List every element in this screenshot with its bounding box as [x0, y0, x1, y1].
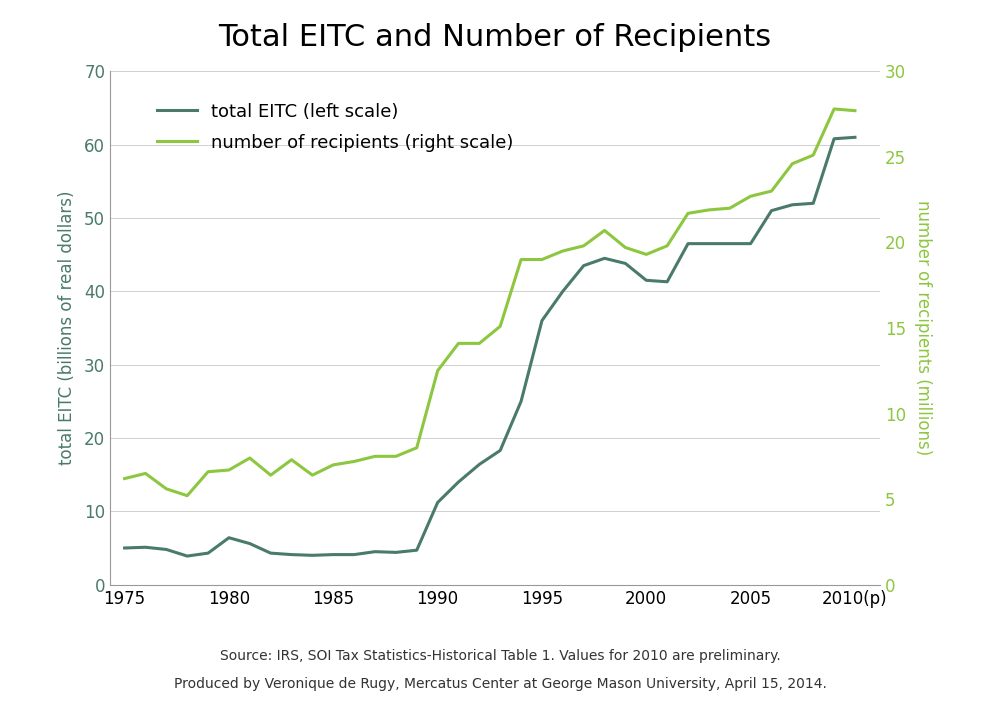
Title: Total EITC and Number of Recipients: Total EITC and Number of Recipients	[218, 24, 772, 52]
Y-axis label: total EITC (billions of real dollars): total EITC (billions of real dollars)	[58, 191, 76, 465]
Text: Produced by Veronique de Rugy, Mercatus Center at George Mason University, April: Produced by Veronique de Rugy, Mercatus …	[174, 677, 826, 692]
Legend: total EITC (left scale), number of recipients (right scale): total EITC (left scale), number of recip…	[150, 96, 521, 159]
Text: Source: IRS, SOI Tax Statistics-Historical Table 1. Values for 2010 are prelimin: Source: IRS, SOI Tax Statistics-Historic…	[220, 649, 780, 663]
Y-axis label: number of recipients (millions): number of recipients (millions)	[914, 200, 932, 456]
